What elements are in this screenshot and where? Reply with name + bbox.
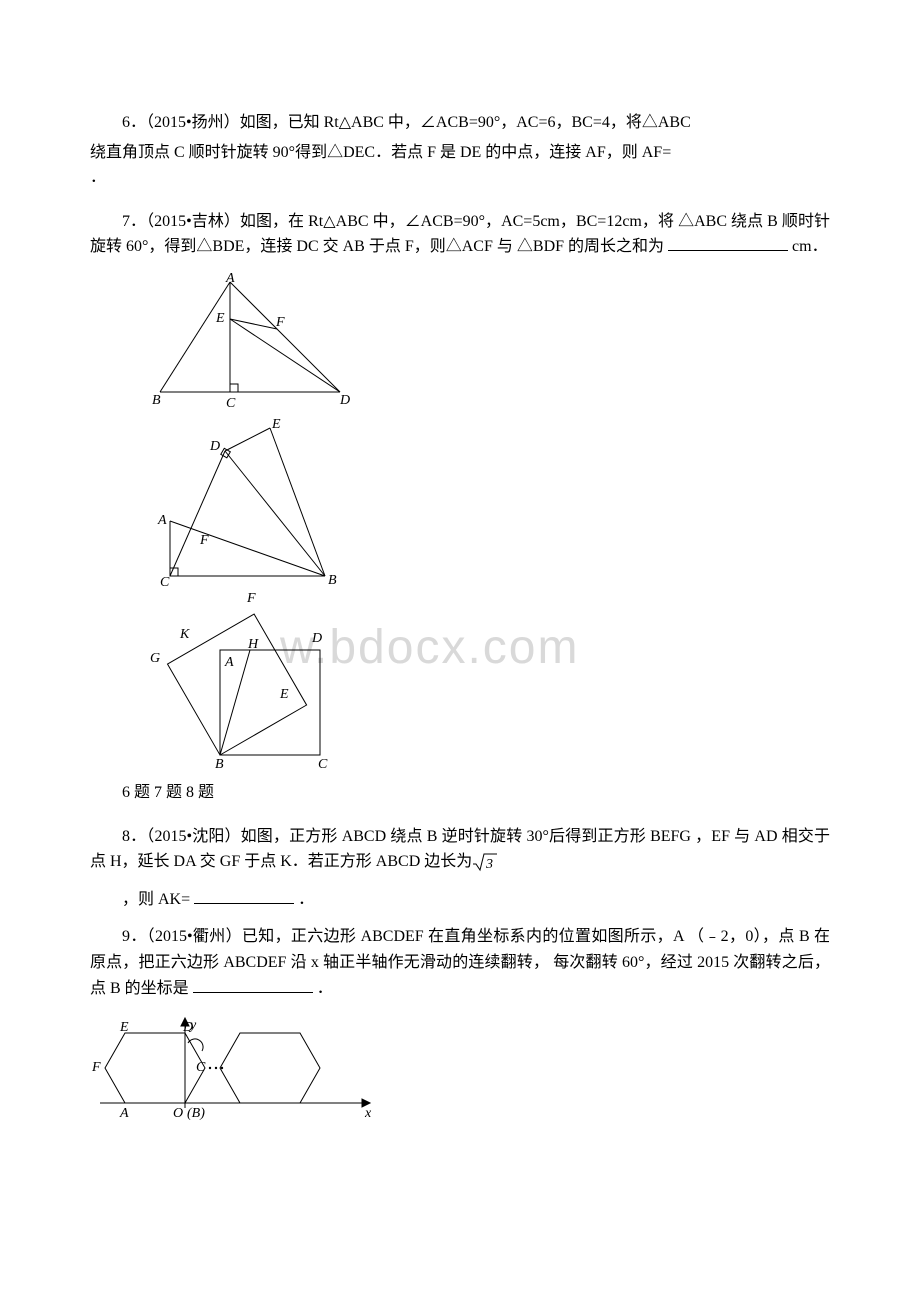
label-F8: F: [246, 591, 256, 606]
label-C8: C: [318, 757, 328, 770]
label-D7: D: [209, 439, 220, 454]
label-F: F: [275, 315, 285, 330]
problem-8-line3-suffix: ．: [298, 891, 314, 908]
problem-7-line3-prefix: △BDF 的周长之和为: [517, 238, 664, 255]
problem-8-line1: 8．（2015•沈阳）如图，正方形 ABCD 绕点 B 逆时针旋转 30°后得到…: [122, 828, 691, 845]
figure-8-wrap: w.bdocx.com F K H D G: [150, 590, 830, 770]
label-E8: E: [279, 687, 289, 702]
label-A7: A: [157, 513, 167, 528]
label-G8: G: [150, 651, 160, 666]
label-A8: A: [224, 655, 234, 670]
problem-8: 8．（2015•沈阳）如图，正方形 ABCD 绕点 B 逆时针旋转 30°后得到…: [90, 824, 830, 875]
label-B7: B: [328, 573, 337, 586]
label-x9: x: [364, 1106, 372, 1121]
problem-8-line3: ，则 AK= ．: [90, 887, 830, 913]
label-E: E: [215, 311, 225, 326]
label-A9: A: [119, 1106, 129, 1121]
label-O9: O: [173, 1106, 183, 1121]
label-C: C: [226, 396, 236, 411]
label-H8: H: [247, 637, 259, 652]
problem-7: 7．（2015•吉林）如图，在 Rt△ABC 中，∠ACB=90°，AC=5cm…: [90, 209, 830, 260]
blank-p8: [194, 888, 294, 904]
label-B8: B: [215, 757, 224, 770]
problem-6-line2: 绕直角顶点 C 顺时针旋转 90°得到△DEC．若点 F 是 DE 的中点，连接…: [90, 140, 830, 191]
label-F9: F: [91, 1060, 101, 1075]
problem-6-line1: 6．（2015•扬州）如图，已知 Rt△ABC 中，∠ACB=90°，AC=6，…: [90, 110, 830, 136]
label-D: D: [339, 393, 350, 408]
label-E7: E: [271, 417, 281, 432]
label-B9: (B): [187, 1106, 205, 1121]
label-D9: D: [182, 1020, 193, 1035]
figure-8: F K H D G A E B C: [150, 590, 350, 770]
figure-caption: 6 题 7 题 8 题: [90, 780, 830, 806]
svg-text:3: 3: [485, 857, 493, 872]
problem-7-line1: 7．（2015•吉林）如图，在 Rt△ABC 中，∠ACB=90°，AC=5cm…: [122, 213, 674, 230]
problem-6-text2: 绕直角顶点 C 顺时针旋转 90°得到△DEC．若点 F 是 DE 的中点，连接…: [90, 144, 671, 161]
problem-6-period: ．: [90, 169, 106, 186]
figures-column: A E F B C D: [150, 272, 830, 770]
figure-9: y E D F C A O (B) x: [90, 1013, 380, 1123]
label-E9: E: [119, 1020, 129, 1035]
problem-9: 9．（2015•衢州）已知，正六边形 ABCDEF 在直角坐标系内的位置如图所示…: [90, 924, 830, 1001]
figure-7-wrap: E D A F C B: [150, 416, 830, 586]
label-B: B: [152, 393, 161, 408]
figure-7: E D A F C B: [150, 416, 350, 586]
label-F7: F: [199, 533, 209, 548]
label-A: A: [225, 272, 235, 286]
label-C9: C: [196, 1060, 206, 1075]
sqrt-3-icon: 3: [472, 852, 498, 872]
blank-p7: [668, 235, 788, 251]
page-container: 6．（2015•扬州）如图，已知 Rt△ABC 中，∠ACB=90°，AC=6，…: [90, 110, 830, 1123]
blank-p9: [193, 977, 313, 993]
label-D8: D: [311, 631, 322, 646]
problem-9-line1: 9．（2015•衢州）已知，正六边形 ABCDEF 在直角坐标系内的位置如图所示…: [122, 928, 684, 945]
problem-7-line3-suffix: cm．: [792, 238, 828, 255]
problem-9-line3-suffix: ．: [317, 980, 333, 997]
label-C7: C: [160, 575, 170, 586]
problem-8-line3-prefix: ，则 AK=: [122, 891, 190, 908]
label-K8: K: [179, 627, 190, 642]
figure-6: A E F B C D: [150, 272, 360, 412]
